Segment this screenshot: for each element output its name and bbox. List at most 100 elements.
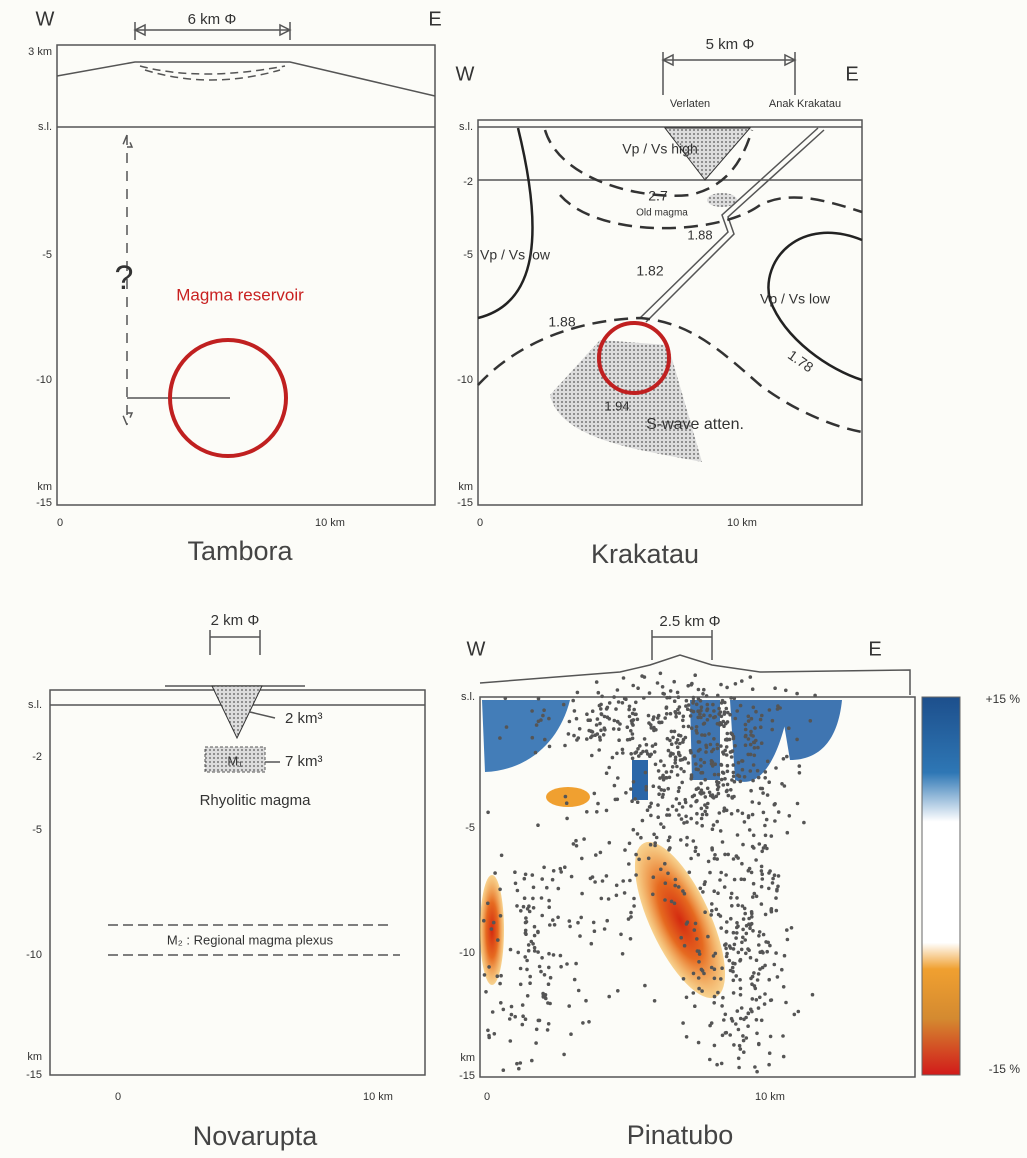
earthquake-dot — [720, 966, 724, 970]
earthquake-dot — [732, 991, 736, 995]
earthquake-dot — [666, 787, 670, 791]
earthquake-dot — [673, 710, 677, 714]
x-tick-label: 0 — [484, 1091, 490, 1103]
earthquake-dot — [723, 712, 727, 716]
earthquake-dot — [719, 683, 723, 687]
earthquake-dot — [709, 743, 713, 747]
earthquake-dot — [687, 725, 691, 729]
earthquake-dot — [793, 1013, 797, 1017]
earthquake-dot — [719, 926, 723, 930]
earthquake-dot — [619, 933, 623, 937]
earthquake-dot — [736, 833, 740, 837]
earthquake-dot — [499, 1001, 503, 1005]
earthquake-dot — [732, 737, 736, 741]
earthquake-dot — [666, 872, 670, 876]
y-tick-label: km — [458, 481, 473, 493]
earthquake-dot — [486, 811, 490, 815]
earthquake-dot — [591, 709, 595, 713]
earthquake-dot — [597, 691, 601, 695]
earthquake-dot — [568, 919, 572, 923]
earthquake-dot — [556, 916, 560, 920]
earthquake-dot — [763, 1002, 767, 1006]
earthquake-dot — [492, 921, 496, 925]
earthquake-dot — [719, 871, 723, 875]
earthquake-dot — [712, 737, 716, 741]
earthquake-dot — [725, 955, 729, 959]
earthquake-dot — [596, 717, 600, 721]
earthquake-dot — [729, 750, 733, 754]
earthquake-dot — [634, 853, 638, 857]
earthquake-dot — [769, 1035, 773, 1039]
earthquake-dot — [726, 711, 730, 715]
earthquake-dot — [760, 865, 764, 869]
earthquake-dot — [579, 916, 583, 920]
x-tick-label: 0 — [57, 517, 63, 529]
y-tick-label: s.l. — [459, 121, 473, 133]
earthquake-dot — [724, 873, 728, 877]
earthquake-dot — [716, 991, 720, 995]
earthquake-dot — [713, 1044, 717, 1048]
earthquake-dot — [717, 913, 721, 917]
y-tick-label: -15 — [457, 497, 473, 509]
earthquake-dot — [682, 977, 686, 981]
earthquake-dot — [743, 938, 747, 942]
diameter-label: 6 km Φ — [188, 11, 237, 28]
place-label: Anak Krakatau — [769, 98, 841, 110]
earthquake-dot — [766, 760, 770, 764]
earthquake-dot — [652, 715, 656, 719]
earthquake-dot — [598, 738, 602, 742]
earthquake-dot — [737, 1066, 741, 1070]
earthquake-dot — [713, 773, 717, 777]
velocity-anomaly — [482, 700, 570, 772]
earthquake-dot — [633, 713, 637, 717]
earthquake-dot — [551, 878, 555, 882]
diameter-label: 5 km Φ — [706, 36, 755, 53]
earthquake-dot — [534, 1041, 538, 1045]
earthquake-dot — [758, 930, 762, 934]
earthquake-dot — [753, 726, 757, 730]
earthquake-dot — [577, 989, 581, 993]
y-tick-label: 3 km — [28, 46, 52, 58]
earthquake-dot — [713, 977, 717, 981]
y-tick-label: -15 — [459, 1070, 475, 1082]
earthquake-dot — [681, 719, 685, 723]
earthquake-dot — [749, 769, 753, 773]
y-tick-label: s.l. — [461, 691, 475, 703]
earthquake-dot — [706, 703, 710, 707]
earthquake-dot — [693, 928, 697, 932]
earthquake-dot — [685, 836, 689, 840]
earthquake-dot — [629, 752, 633, 756]
earthquake-dot — [525, 968, 529, 972]
earthquake-dot — [600, 695, 604, 699]
annotation: 2 km³ — [285, 710, 323, 727]
earthquake-dot — [757, 1006, 761, 1010]
earthquake-dot — [784, 689, 788, 693]
earthquake-dot — [585, 810, 589, 814]
earthquake-dot — [696, 786, 700, 790]
earthquake-dot — [531, 873, 535, 877]
earthquake-dot — [700, 807, 704, 811]
earthquake-dot — [542, 708, 546, 712]
earthquake-dot — [749, 675, 753, 679]
earthquake-dot — [759, 787, 763, 791]
earthquake-dot — [757, 776, 761, 780]
earthquake-dot — [740, 948, 744, 952]
earthquake-dot — [663, 862, 667, 866]
earthquake-dot — [634, 873, 638, 877]
earthquake-dot — [696, 716, 700, 720]
earthquake-dot — [782, 757, 786, 761]
earthquake-dot — [741, 1034, 745, 1038]
earthquake-dot — [631, 684, 635, 688]
earthquake-dot — [761, 791, 765, 795]
earthquake-dot — [777, 810, 781, 814]
earthquake-dot — [730, 778, 734, 782]
earthquake-dot — [553, 923, 557, 927]
earthquake-dot — [725, 790, 729, 794]
y-tick-label: -5 — [32, 824, 42, 836]
earthquake-dot — [724, 1013, 728, 1017]
earthquake-dot — [533, 949, 537, 953]
velocity-anomaly — [617, 830, 743, 1009]
earthquake-dot — [749, 743, 753, 747]
earthquake-dot — [685, 699, 689, 703]
earthquake-dot — [740, 679, 744, 683]
